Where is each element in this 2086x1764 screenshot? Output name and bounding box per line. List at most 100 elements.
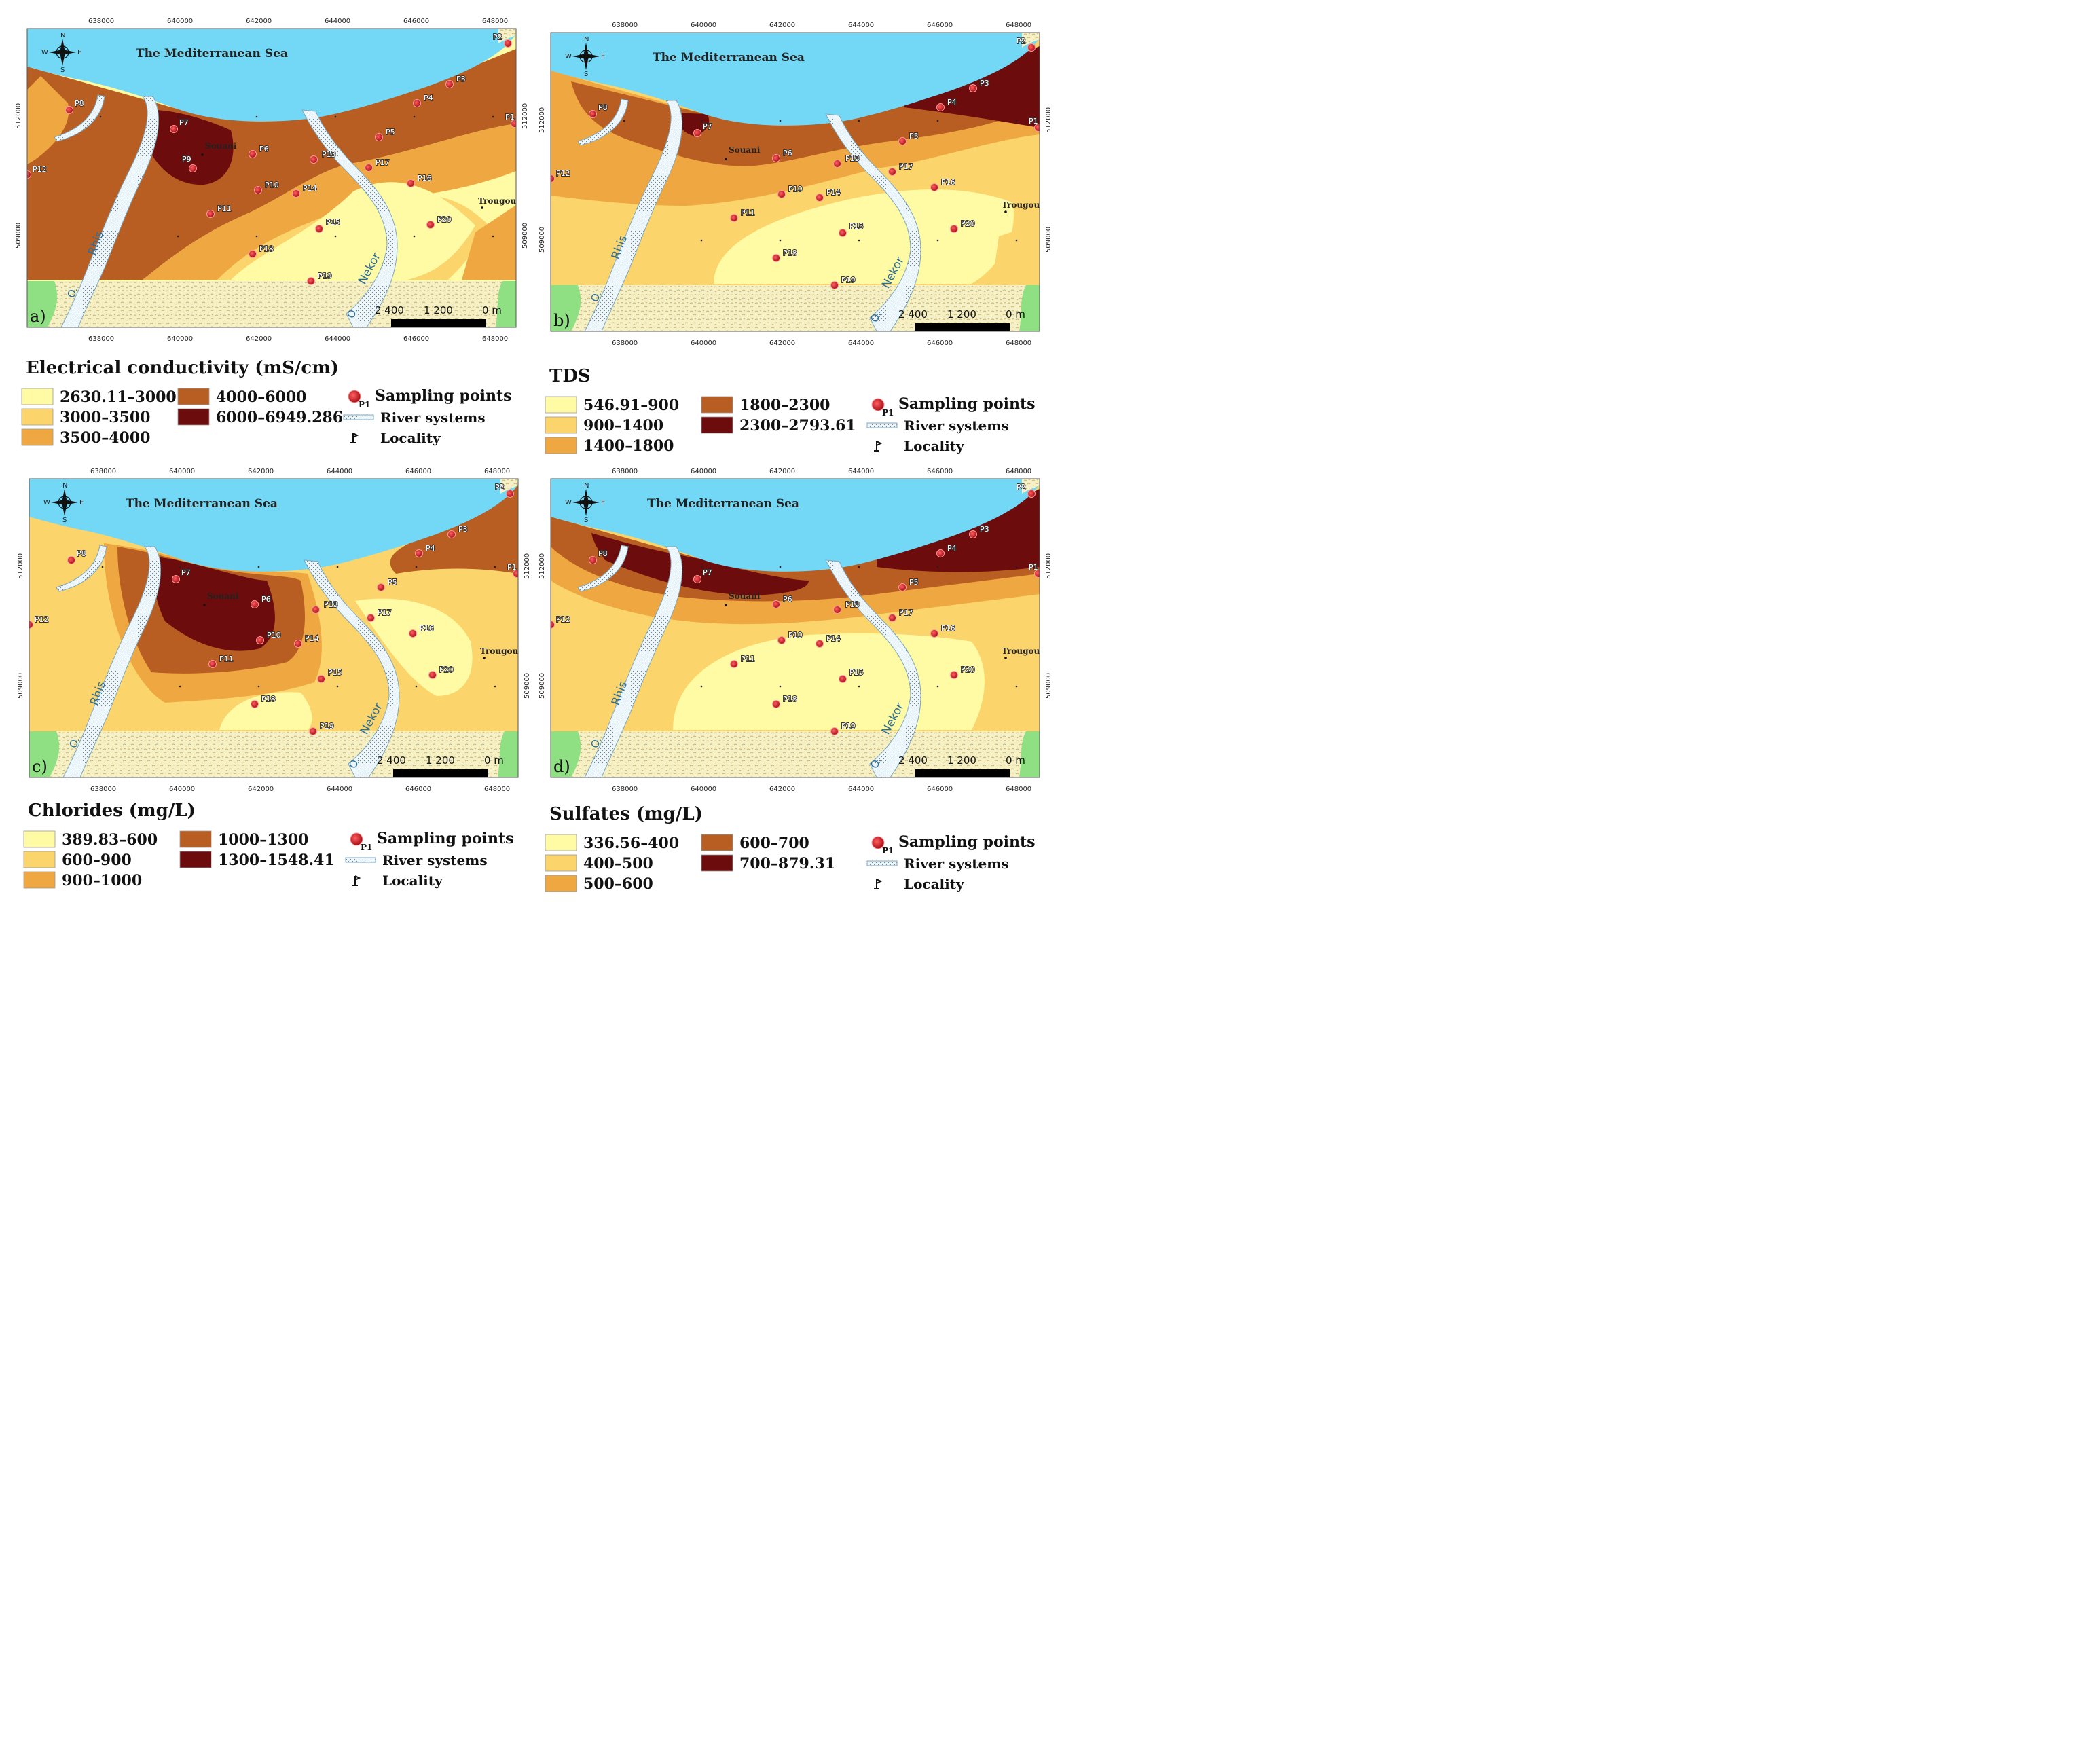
grid-dot: [858, 120, 860, 122]
northing-tick-left: 512000: [538, 553, 546, 579]
sampling-point-p18: [772, 254, 780, 262]
grid-dot: [415, 685, 418, 688]
sampling-label-p13: P13: [324, 600, 338, 609]
sampling-point-p17: [365, 164, 373, 172]
grid-dot: [179, 685, 181, 688]
legend-locality-label: Locality: [380, 430, 441, 446]
grid-dot: [99, 115, 102, 118]
legend-swatch-class-4: [177, 388, 210, 405]
northing-tick-right: 509000: [522, 223, 529, 249]
sampling-label-p19: P19: [318, 272, 332, 280]
sampling-label-p6: P6: [261, 595, 271, 604]
scale-label-1200: 1 200: [426, 754, 455, 767]
mountain-corner: [1022, 479, 1040, 494]
legend-label-class-3: 500–600: [583, 875, 653, 893]
map-panel-2: The Mediterranean SeaNSEWRhisNekorO.O.So…: [538, 22, 1053, 347]
compass-e: E: [77, 49, 81, 56]
easting-tick-bottom: 646000: [405, 786, 431, 793]
legend-locality-icon: [874, 441, 883, 452]
sampling-label-p19: P19: [320, 722, 334, 731]
mountain-corner: [1022, 33, 1040, 48]
sampling-label-p5: P5: [909, 132, 919, 141]
sampling-label-p8: P8: [598, 103, 608, 112]
northing-tick-right: 512000: [522, 103, 529, 129]
zone-class-3: [462, 205, 516, 280]
panel-letter: a): [30, 307, 46, 326]
compass-w: W: [565, 53, 572, 60]
map-surface: The Mediterranean SeaNSEWRhisNekorO.O.So…: [551, 33, 1040, 331]
sampling-point-p3: [969, 84, 977, 92]
sampling-label-p15: P15: [326, 218, 340, 227]
river-label-o-nekor: O.: [346, 756, 362, 771]
easting-tick-bottom: 648000: [1006, 786, 1031, 793]
scale-label-0: 0 m: [1006, 754, 1025, 767]
sampling-point-p13: [833, 606, 841, 614]
easting-tick-top: 640000: [691, 468, 716, 475]
grid-dot: [179, 566, 181, 568]
compass-e: E: [601, 499, 605, 507]
legend-locality-icon: [874, 879, 883, 889]
sampling-point-p5: [377, 583, 385, 591]
sampling-label-p11: P11: [219, 655, 234, 663]
sampling-point-p2: [1027, 490, 1036, 498]
grid-dot: [1015, 566, 1018, 568]
sampling-point-p1: [511, 120, 516, 128]
compass-icon: N S E W: [565, 36, 605, 78]
sampling-label-p3: P3: [456, 75, 466, 84]
sampling-point-p19: [830, 281, 839, 289]
locality-trougout-icon: [483, 657, 486, 659]
grid-dot: [334, 235, 337, 238]
legend-swatch-class-2: [545, 854, 577, 872]
river-nekor: [825, 559, 921, 777]
locality-trougout-label: Trougout: [480, 646, 522, 656]
sampling-label-p15: P15: [849, 668, 864, 677]
sampling-point-p19: [309, 727, 317, 735]
mountain-corner: [500, 479, 518, 494]
sampling-point-p18: [772, 700, 780, 708]
legend-swatch-class-2: [21, 408, 54, 426]
easting-tick-top: 644000: [325, 18, 350, 25]
sampling-label-p12: P12: [556, 169, 570, 178]
easting-tick-top: 646000: [927, 22, 953, 29]
legend-label-class-1: 336.56–400: [583, 834, 679, 852]
easting-tick-bottom: 648000: [482, 335, 508, 343]
sampling-label-p10: P10: [267, 631, 281, 640]
sampling-label-p6: P6: [783, 149, 792, 158]
northing-tick-right: 509000: [1045, 673, 1053, 699]
sampling-point-p10: [777, 190, 786, 198]
sampling-point-p15: [839, 229, 847, 237]
easting-tick-top: 648000: [484, 468, 510, 475]
legend-river-label: River systems: [380, 409, 486, 426]
sampling-point-p15: [317, 675, 325, 683]
river-label-o-nekor: O.: [868, 310, 883, 325]
easting-tick-top: 638000: [88, 18, 114, 25]
sampling-label-p10: P10: [788, 631, 803, 640]
easting-tick-top: 638000: [612, 22, 638, 29]
grid-dot: [1015, 120, 1018, 122]
legend-panel-2: TDS 546.91–900 900–1400 1400–1800 1800–2300 2…: [545, 366, 1036, 455]
legend-panel-1: Electrical conductivity (mS/cm) 2630.11–3…: [21, 358, 512, 447]
map-frame: [550, 478, 1040, 778]
sea-label: The Mediterranean Sea: [136, 47, 288, 60]
grid-dot: [1015, 239, 1018, 242]
legend-sampling-symbol: P1: [882, 408, 894, 418]
sampling-point-p7: [693, 129, 701, 137]
legend-river-icon: [866, 860, 898, 866]
legend-river-label: River systems: [904, 418, 1009, 434]
easting-tick-bottom: 638000: [90, 786, 116, 793]
sampling-label-p19: P19: [841, 722, 856, 731]
sampling-label-p11: P11: [217, 204, 232, 213]
legend-sampling-icon: [871, 398, 885, 411]
legend-panel-4: Sulfates (mg/L) 336.56–400 400–500 500–600 6…: [545, 804, 1036, 893]
grid-dot: [936, 239, 939, 242]
scale-label-2400: 2 400: [377, 754, 406, 767]
green-edge-left: [551, 731, 581, 777]
sampling-point-p6: [249, 150, 257, 158]
sampling-point-p3: [447, 530, 456, 538]
sea-label: The Mediterranean Sea: [653, 51, 805, 65]
sampling-label-p6: P6: [783, 595, 792, 604]
easting-tick-bottom: 644000: [327, 786, 352, 793]
legend-label-class-2: 900–1400: [583, 417, 663, 435]
sampling-point-p13: [833, 160, 841, 168]
river-label-o-rhis: O.: [588, 735, 604, 750]
